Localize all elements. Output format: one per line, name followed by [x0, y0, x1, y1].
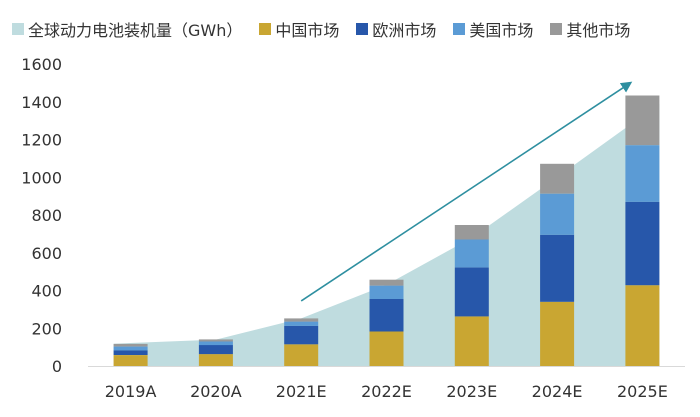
bar-2024E-series-0: [540, 301, 575, 366]
legend-label-europe: 欧洲市场: [372, 21, 437, 40]
x-tick-label-2024E: 2024E: [532, 382, 583, 401]
bar-2022E-series-3: [369, 279, 404, 286]
x-tick-label-2025E: 2025E: [617, 382, 668, 401]
x-tick-label-2019A: 2019A: [105, 382, 157, 401]
x-tick-label-2020A: 2020A: [190, 382, 242, 401]
bar-2024E-series-3: [540, 163, 575, 194]
y-tick-label-800: 800: [31, 206, 62, 225]
bar-2021E-series-3: [284, 318, 319, 322]
y-tick-label-1400: 1400: [21, 93, 62, 112]
bar-2024E-series-1: [540, 234, 575, 302]
bar-2022E-series-0: [369, 331, 404, 366]
x-tick-label-2022E: 2022E: [361, 382, 412, 401]
y-tick-label-1600: 1600: [21, 55, 62, 74]
bar-2025E-series-3: [625, 95, 660, 146]
bar-2020A-series-3: [198, 339, 233, 342]
bar-2023E-series-2: [454, 239, 489, 268]
bar-2019A-series-0: [113, 355, 148, 366]
legend-label-china: 中国市场: [275, 21, 340, 40]
x-tick-label-2021E: 2021E: [276, 382, 327, 401]
area-global-capacity: [113, 103, 660, 366]
legend-swatch-other: [550, 23, 563, 35]
legend-label-usa: 美国市场: [469, 21, 534, 40]
bar-2024E-series-2: [540, 193, 575, 235]
x-tick-label-2023E: 2023E: [446, 382, 497, 401]
bar-2021E-series-0: [284, 344, 319, 366]
bar-2019A-series-2: [113, 346, 148, 351]
bar-2020A-series-1: [198, 345, 233, 355]
bar-2022E-series-2: [369, 285, 404, 299]
bar-2025E-series-0: [625, 285, 660, 366]
bar-2021E-series-1: [284, 325, 319, 345]
legend-item-other: 其他市场: [550, 17, 630, 41]
bar-2019A-series-3: [113, 343, 148, 347]
y-tick-label-400: 400: [31, 282, 62, 301]
bar-2020A-series-2: [198, 341, 233, 346]
bar-2023E-series-0: [454, 316, 489, 366]
legend-label-global-capacity: 全球动力电池装机量（GWh）: [28, 21, 243, 40]
legend-swatch-china: [259, 23, 272, 35]
chart-legend: 全球动力电池装机量（GWh） 中国市场 欧洲市场 美国市场 其他市场: [12, 18, 630, 40]
bar-2020A-series-0: [198, 354, 233, 366]
y-tick-label-1200: 1200: [21, 131, 62, 150]
bar-2019A-series-1: [113, 350, 148, 355]
y-tick-label-200: 200: [31, 319, 62, 338]
legend-swatch-global-capacity: [12, 23, 24, 35]
y-tick-label-0: 0: [52, 357, 62, 376]
legend-item-global-capacity: 全球动力电池装机量（GWh）: [12, 17, 242, 41]
legend-label-other: 其他市场: [566, 21, 631, 40]
legend-swatch-usa: [453, 23, 466, 35]
y-tick-label-600: 600: [31, 244, 62, 263]
bar-2023E-series-1: [454, 267, 489, 317]
y-tick-label-1000: 1000: [21, 168, 62, 187]
legend-item-europe: 欧洲市场: [356, 17, 436, 41]
legend-item-china: 中国市场: [259, 17, 339, 41]
bar-2023E-series-3: [454, 225, 489, 240]
bar-2025E-series-2: [625, 145, 660, 202]
bar-2022E-series-1: [369, 299, 404, 332]
legend-swatch-europe: [356, 23, 369, 35]
bar-2021E-series-2: [284, 321, 319, 326]
bar-2025E-series-1: [625, 201, 660, 286]
legend-item-usa: 美国市场: [453, 17, 533, 41]
trend-arrow: [300, 81, 633, 302]
